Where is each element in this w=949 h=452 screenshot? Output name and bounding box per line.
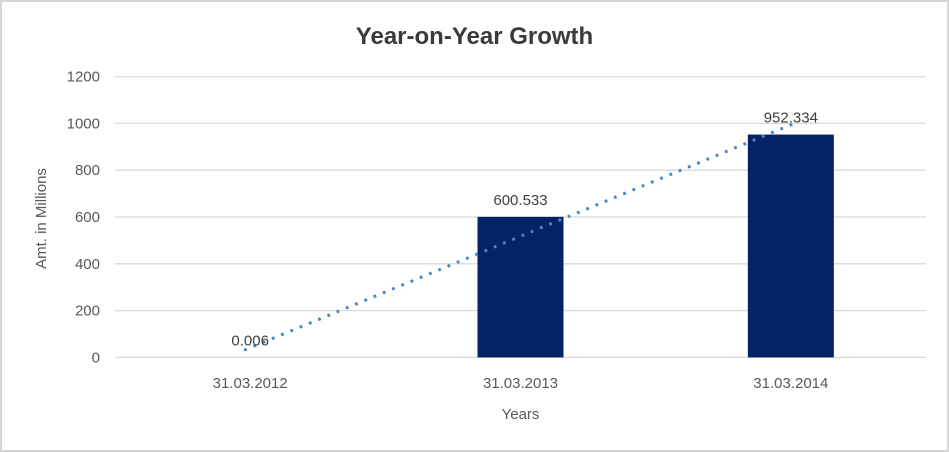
data-label: 952.334 bbox=[764, 110, 818, 127]
y-tick-label: 1200 bbox=[67, 69, 100, 86]
x-axis-title: Years bbox=[502, 406, 540, 423]
y-tick-label: 1000 bbox=[67, 115, 100, 132]
data-labels-group: 0.006 600.533 952.334 bbox=[231, 110, 818, 350]
y-tick-label: 200 bbox=[75, 303, 100, 320]
y-tick-label: 400 bbox=[75, 256, 100, 273]
chart-title: Year-on-Year Growth bbox=[356, 23, 593, 50]
bar bbox=[477, 216, 564, 358]
y-tick-label: 0 bbox=[92, 349, 100, 366]
data-label: 600.533 bbox=[493, 192, 547, 209]
y-tick-label: 800 bbox=[75, 162, 100, 179]
category-label: 31.03.2013 bbox=[483, 375, 558, 392]
y-tick-labels-group: 0 200 400 600 800 1000 1200 bbox=[67, 69, 100, 367]
category-label: 31.03.2012 bbox=[213, 375, 288, 392]
category-label: 31.03.2014 bbox=[753, 375, 828, 392]
bar bbox=[747, 134, 834, 358]
y-tick-label: 600 bbox=[75, 209, 100, 226]
y-axis-title: Amt. in Millions bbox=[33, 168, 50, 269]
bars-group bbox=[477, 134, 834, 358]
data-label: 0.006 bbox=[231, 332, 269, 349]
category-labels-group: 31.03.2012 31.03.2013 31.03.2014 bbox=[213, 375, 829, 392]
